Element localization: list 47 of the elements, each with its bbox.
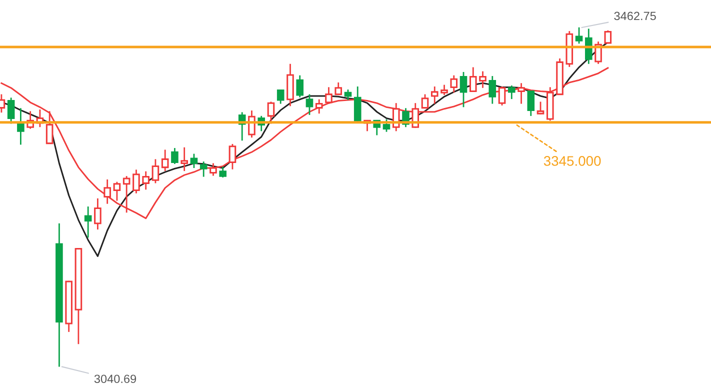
candlestick (488, 76, 496, 104)
candlestick (84, 206, 92, 238)
candlestick (584, 28, 592, 64)
candlestick (46, 111, 54, 144)
candlestick (7, 98, 15, 124)
candlestick (604, 30, 612, 44)
candlestick (200, 162, 208, 177)
candlestick (575, 27, 583, 44)
candlestick (421, 94, 429, 109)
candlestick (219, 166, 226, 178)
candlestick (306, 94, 314, 115)
candlestick (171, 148, 178, 164)
candlestick (527, 90, 535, 116)
candlestick (469, 67, 477, 92)
candlestick (354, 86, 362, 122)
candlestick (334, 82, 342, 96)
candlestick (228, 144, 236, 170)
candlestick (460, 72, 468, 108)
candlestick (17, 108, 24, 145)
candlestick (180, 147, 188, 172)
candlestick (450, 75, 458, 93)
candlestick (276, 89, 284, 104)
candlestick (267, 102, 275, 124)
candlestick (508, 85, 516, 100)
candlestick (315, 99, 323, 114)
candlestick (142, 171, 150, 190)
candlestick (190, 154, 198, 168)
text: 3462.75 (614, 12, 656, 20)
candlestick (430, 86, 438, 104)
candlestick (325, 87, 332, 104)
candlestick (132, 170, 140, 194)
text: 3040.69 (94, 374, 136, 384)
candlestick (536, 102, 544, 114)
candlestick (122, 176, 130, 213)
candlestick (518, 83, 525, 104)
candlestick (210, 163, 217, 176)
candlestick (94, 198, 102, 230)
candlestick (296, 75, 304, 98)
candlestick (382, 119, 390, 132)
candlestick (104, 179, 111, 204)
candlestick (113, 182, 121, 201)
candlestick (161, 150, 169, 172)
candlestick (479, 71, 486, 88)
candlestick (344, 90, 352, 100)
candlestick (152, 159, 160, 184)
candlestick (498, 86, 506, 106)
annotation: 3345.000 (544, 156, 601, 166)
